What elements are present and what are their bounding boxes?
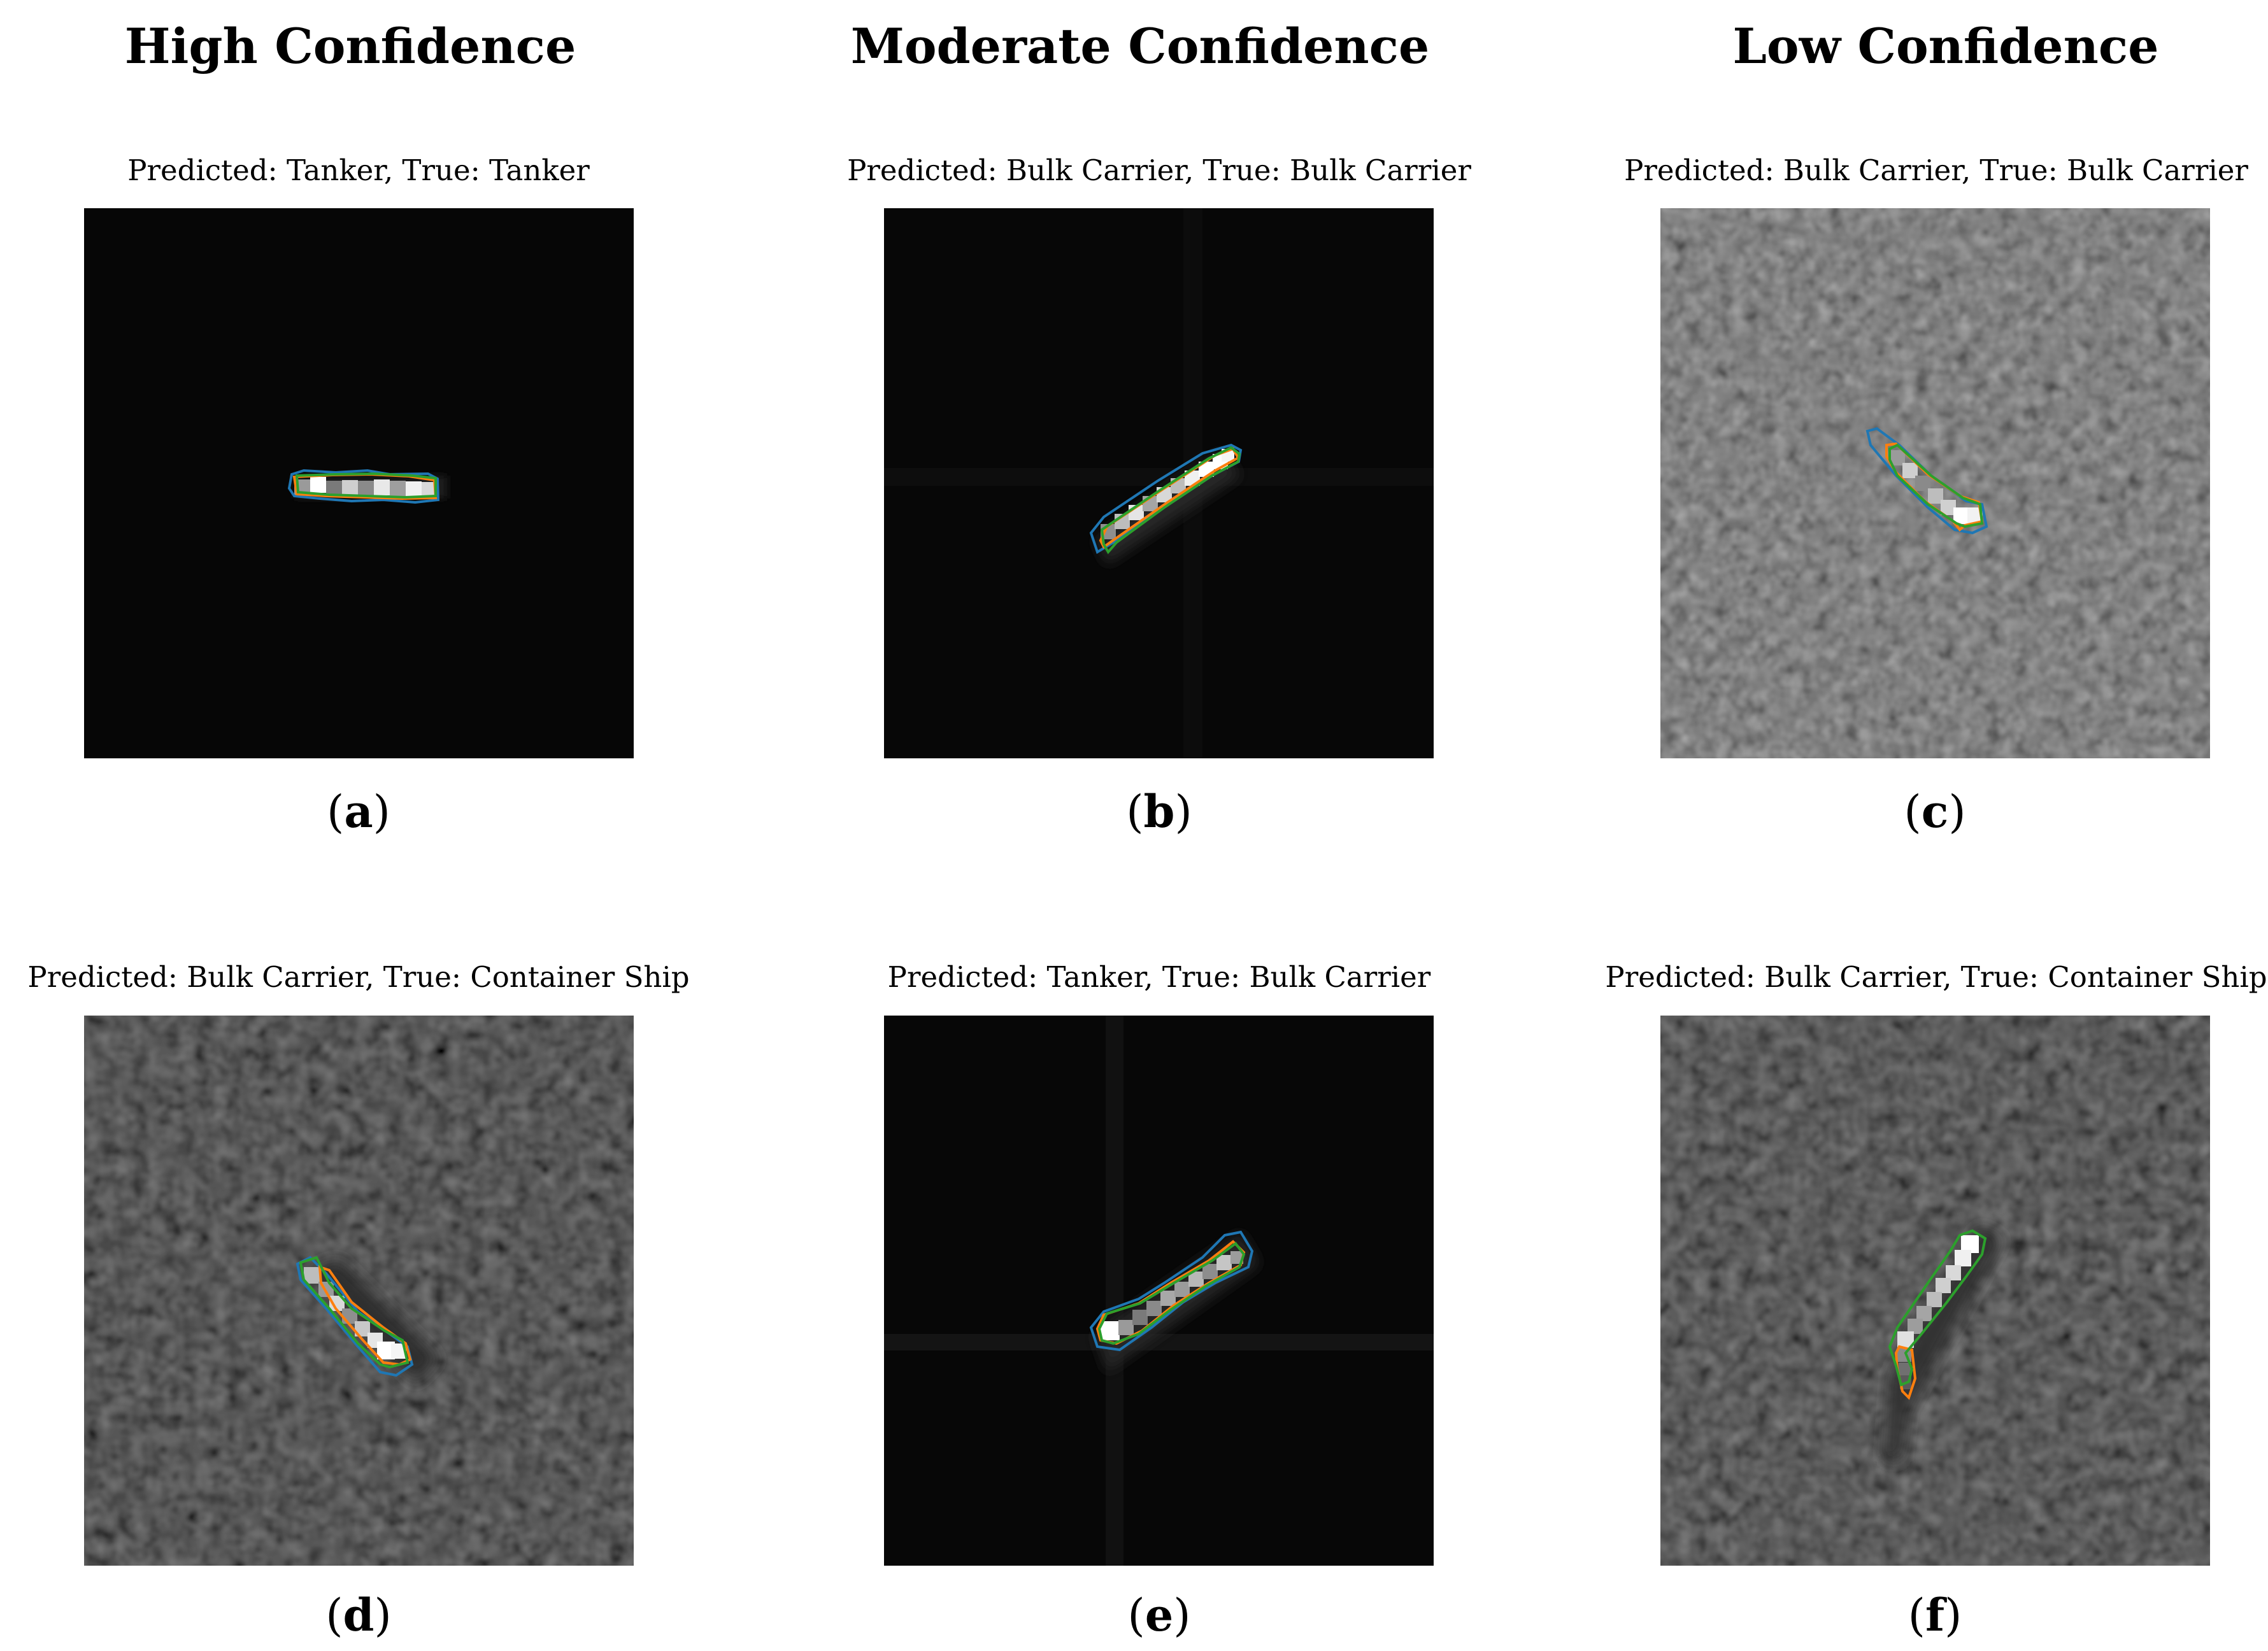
panel-e-title: Predicted: Tanker, True: Bulk Carrier [887, 960, 1431, 994]
panel-c-ship-target [1890, 450, 1983, 524]
panel-f-label: (f) [1908, 1589, 1962, 1641]
panel-e-contour-green [1097, 1242, 1246, 1345]
panel-b-ship-target [1101, 449, 1234, 539]
panel-a-contour-blue [287, 469, 440, 504]
panel-a-label: (a) [327, 785, 390, 838]
panel-f-title: Predicted: Bulk Carrier, True: Container… [1605, 960, 2267, 994]
panel-d-sar-image [84, 1016, 634, 1566]
panel-f-contour-green [1888, 1229, 1987, 1387]
panel-a-title: Predicted: Tanker, True: Tanker [127, 153, 590, 187]
column-header-moderate-confidence: Moderate Confidence [850, 18, 1430, 74]
panel-a-contour-green [295, 472, 437, 499]
panel-a-sar-image [84, 208, 634, 758]
panel-c-title: Predicted: Bulk Carrier, True: Bulk Carr… [1624, 153, 2248, 187]
panel-b-label: (b) [1126, 785, 1192, 838]
panel-d-title: Predicted: Bulk Carrier, True: Container… [27, 960, 690, 994]
panel-d-ship-target [304, 1267, 406, 1359]
panel-d-contour-blue [296, 1256, 414, 1377]
panel-c-contour-green [1888, 443, 1984, 528]
column-header-high-confidence: High Confidence [124, 18, 576, 74]
panel-e-sar-image [884, 1016, 1434, 1566]
panel-e-label: (e) [1127, 1589, 1191, 1641]
panel-e-contour-blue [1089, 1230, 1254, 1352]
panel-d-contour-orange [318, 1265, 412, 1366]
panel-d-label: (d) [325, 1589, 392, 1641]
panel-c-label: (c) [1904, 785, 1966, 838]
panel-b-contour-green [1100, 446, 1241, 555]
panel-c-sar-image [1660, 208, 2210, 758]
panel-b-sar-image [884, 208, 1434, 758]
panel-d-contour-green [299, 1256, 410, 1369]
panel-e-ship-target [1101, 1251, 1243, 1340]
column-header-low-confidence: Low Confidence [1732, 18, 2159, 74]
panel-b-title: Predicted: Bulk Carrier, True: Bulk Carr… [847, 153, 1471, 187]
panel-f-sar-image [1660, 1016, 2210, 1566]
